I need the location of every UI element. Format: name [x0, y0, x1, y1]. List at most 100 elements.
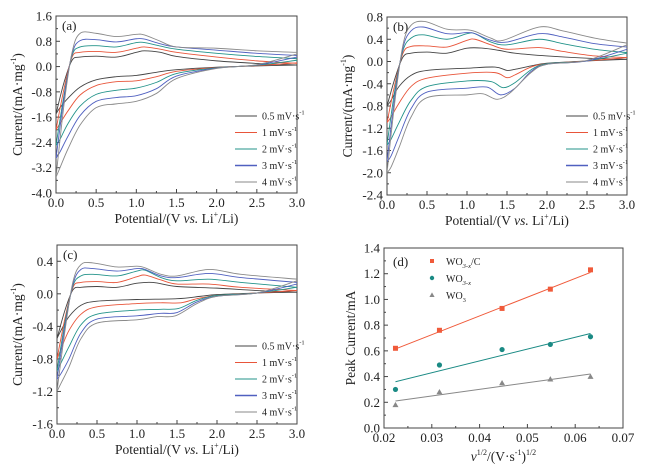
- x-tick-label: 2.5: [249, 195, 265, 210]
- y-tick-label: 0.0: [36, 59, 52, 74]
- legend-label: 4 mV·s-1: [262, 406, 297, 419]
- y-axis-title: Current/(mA·mg-1): [9, 53, 25, 156]
- y-tick-label: 0.2: [364, 395, 380, 410]
- y-tick-label: 0.4: [367, 32, 384, 47]
- cv-curve-anodic-3: [387, 26, 627, 162]
- x-tick-label: 0.5: [89, 426, 105, 441]
- cv-curve-cathodic-2: [387, 52, 627, 146]
- x-axis-title: Potential/(V vs. Li+/Li): [115, 210, 239, 226]
- x-tick-label: 0.07: [612, 430, 635, 445]
- curves: [57, 261, 297, 392]
- data-point-triangle: [547, 376, 554, 382]
- x-tick-label: 0.5: [88, 195, 104, 210]
- y-tick-label: 0.0: [364, 421, 380, 436]
- legend-label: WO3-x/C: [446, 257, 481, 270]
- legend-marker-triangle: [429, 292, 435, 297]
- panel-c: 0.0 0.5 1.0 1.5 2.0 2.5 3.0 0.4 0.0 -0.4 -0.8 -1.2 -…: [9, 244, 305, 457]
- legend: 0.5 mV·s-1 1 mV·s-1 2 mV·s-1 3 mV·s-1 4 mV·s…: [235, 110, 305, 189]
- legend-marker-circle: [429, 275, 435, 281]
- fit-line: [395, 373, 591, 402]
- y-tick-label: 0.0: [37, 286, 53, 301]
- data-point-circle: [392, 386, 399, 393]
- y-tick-label: -2.4: [362, 188, 383, 203]
- cv-curve-anodic-2: [56, 41, 297, 146]
- panel-label: (c): [63, 247, 77, 262]
- legend-label: WO3: [446, 291, 466, 304]
- x-tick-label: 2.0: [209, 195, 225, 210]
- legend-label: 2 mV·s-1: [593, 143, 628, 156]
- x-tick-label: 0.0: [379, 197, 395, 212]
- x-tick-label: 3.0: [619, 197, 635, 212]
- y-tick-label: 0.8: [367, 10, 383, 25]
- curves: [56, 31, 297, 178]
- x-tick-label: 2.0: [209, 426, 225, 441]
- y-tick-label: -0.8: [31, 84, 52, 99]
- legend-label: 4 mV·s-1: [593, 176, 628, 189]
- data-point-square: [547, 286, 553, 292]
- cv-curve-anodic-1: [56, 46, 297, 130]
- y-tick-label: 1.6: [36, 9, 53, 24]
- x-axis-title: v1/2/(V·s-1)1/2: [471, 448, 536, 464]
- cv-curve-anodic-3: [57, 267, 297, 380]
- cv-curve-anodic-4: [56, 31, 297, 178]
- y-tick-label: -1.2: [32, 384, 53, 399]
- cv-curve-anodic-0: [387, 47, 627, 107]
- legend-label: 2 mV·s-1: [262, 143, 297, 156]
- cv-curve-cathodic-1: [387, 57, 627, 123]
- y-tick-label: 0.0: [367, 54, 383, 69]
- panel-a: 0.0 0.5 1.0 1.5 2.0 2.5 3.0 1.6 0.8 0.0 -0.8 -1.6 -2…: [9, 9, 305, 227]
- x-tick-label: 1.5: [168, 195, 184, 210]
- data-point-triangle: [587, 373, 594, 379]
- data-point-square: [392, 345, 398, 351]
- y-tick-label: -1.6: [32, 417, 53, 432]
- x-axis-title: Potential/(V vs. Li+/Li): [115, 441, 239, 457]
- x-tick-label: 2.5: [249, 426, 265, 441]
- y-tick-label: 1.2: [364, 266, 380, 281]
- legend-label: 3 mV·s-1: [593, 159, 628, 172]
- data-point-triangle: [392, 401, 399, 408]
- x-tick-label: 2.0: [539, 197, 555, 212]
- legend-marker-square: [430, 259, 434, 263]
- cv-curve-cathodic-2: [57, 286, 297, 372]
- cv-curve-anodic-4: [57, 261, 297, 392]
- data-point-square: [499, 305, 505, 311]
- legend-label: 2 mV·s-1: [262, 373, 297, 386]
- x-tick-label: 1.0: [128, 195, 144, 210]
- cv-curve-anodic-4: [387, 20, 627, 173]
- legend-label: 4 mV·s-1: [262, 176, 297, 189]
- legend-label: 0.5 mV·s-1: [262, 110, 305, 123]
- y-tick-label: 0.8: [364, 318, 380, 333]
- cv-curve-cathodic-3: [387, 48, 627, 162]
- legend-label: 1 mV·s-1: [262, 126, 297, 139]
- y-axis-title: Peak Current/mA: [343, 290, 358, 385]
- x-tick-label: 0.5: [419, 197, 435, 212]
- y-tick-label: -3.2: [31, 160, 52, 175]
- y-tick-label: 1.4: [364, 241, 381, 256]
- panel-label: (b): [393, 19, 408, 34]
- cv-curve-cathodic-3: [56, 56, 297, 159]
- y-tick-label: 0.4: [37, 254, 54, 269]
- cv-curve-cathodic-4: [57, 280, 297, 392]
- y-axis-title: Current/(mA·mg-1): [339, 55, 355, 158]
- y-tick-label: 0.4: [364, 369, 381, 384]
- data-point-triangle: [436, 389, 443, 395]
- cv-curve-cathodic-2: [56, 59, 297, 146]
- data-point-circle: [499, 346, 505, 353]
- cv-curve-cathodic-4: [56, 53, 297, 178]
- y-axis-title: Current/(mA·mg-1): [9, 283, 25, 386]
- x-tick-label: 1.0: [129, 426, 145, 441]
- y-tick-label: -2.4: [31, 135, 52, 150]
- legend-label: 3 mV·s-1: [262, 159, 297, 172]
- x-tick-label: 1.5: [169, 426, 185, 441]
- panel-b: 0.0 0.5 1.0 1.5 2.0 2.5 3.0 0.8 0.4 0.0 -0.4 -0.8 -1…: [339, 10, 636, 229]
- y-tick-label: -1.6: [362, 143, 383, 158]
- data-point-circle: [587, 334, 594, 340]
- curves: [387, 20, 627, 174]
- y-tick-label: -1.2: [362, 121, 383, 136]
- x-tick-label: 0.0: [48, 195, 64, 210]
- panel-label: (d): [393, 254, 408, 269]
- cv-curve-anodic-1: [387, 38, 627, 123]
- x-tick-label: 0.04: [468, 430, 491, 445]
- fit-line: [395, 333, 591, 383]
- x-tick-label: 0.0: [49, 426, 65, 441]
